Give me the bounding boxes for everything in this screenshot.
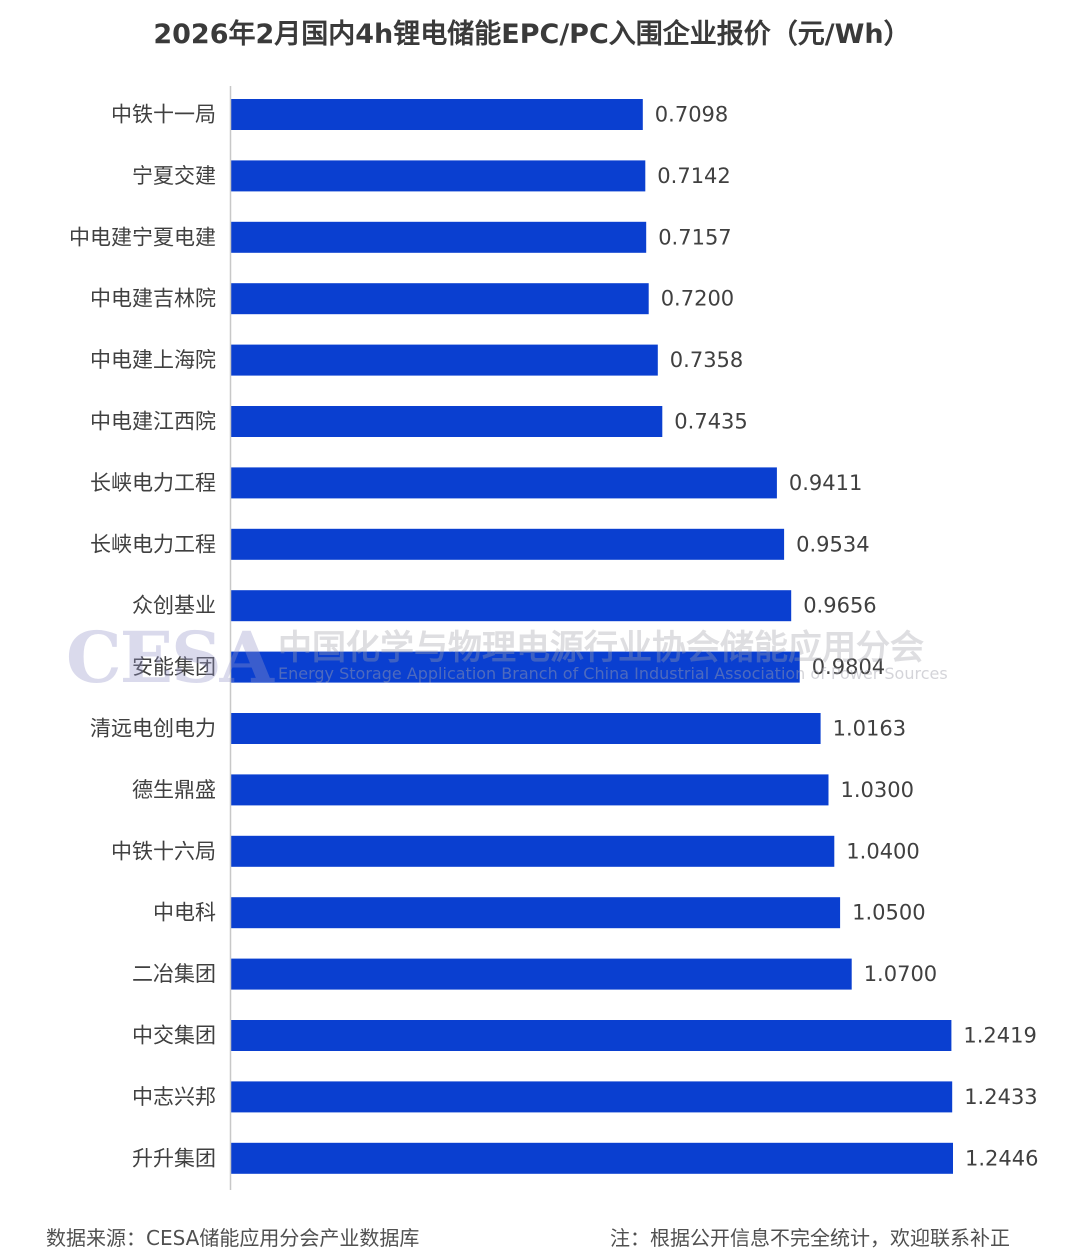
category-label: 二冶集团 [132,962,216,986]
chart-title: 2026年2月国内4h锂电储能EPC/PC入围企业报价（元/Wh） [153,19,911,50]
data-label: 1.0400 [846,839,919,863]
data-label: 0.9534 [796,532,869,556]
category-label: 中电建宁夏电建 [69,225,216,249]
bar [231,651,800,683]
footer-note: 注：根据公开信息不完全统计，欢迎联系补正 [610,1226,1010,1250]
bar [231,283,649,315]
category-label: 中铁十一局 [111,103,216,127]
bar [231,713,821,744]
category-label: 德生鼎盛 [132,778,216,802]
footer-source: 数据来源：CESA储能应用分会产业数据库 [46,1226,420,1250]
data-label: 1.2433 [964,1085,1037,1109]
category-label: 清远电创电力 [90,717,216,741]
category-label: 中交集团 [132,1024,216,1048]
data-label: 0.7157 [658,225,731,249]
data-label: 1.2446 [965,1146,1038,1170]
data-label: 1.0300 [841,778,914,802]
data-label: 0.7358 [670,348,743,372]
bar [231,221,647,253]
bar [231,1142,953,1174]
bar [231,406,663,437]
bar [231,1020,952,1051]
bar [231,897,841,929]
bar [231,1081,953,1113]
bar [231,344,658,376]
bar [231,160,646,192]
category-label: 宁夏交建 [132,164,216,188]
bar [231,590,792,622]
data-label: 0.9804 [812,655,885,679]
category-label: 中志兴邦 [132,1085,216,1109]
bars-layer: 中铁十一局 0.7098 宁夏交建 0.7142 中电建宁夏电建 0.7157 中电建吉林院… [69,99,1038,1174]
bar [231,835,835,867]
category-label: 长峡电力工程 [90,532,216,556]
data-label: 0.7142 [657,164,730,188]
category-label: 安能集团 [132,655,216,679]
data-label: 0.7098 [655,103,728,127]
category-label: 中电建江西院 [90,410,216,434]
data-label: 1.0700 [864,962,937,986]
data-label: 0.9411 [789,471,862,495]
category-label: 长峡电力工程 [90,471,216,495]
category-label: 升升集团 [132,1146,216,1170]
category-label: 中电科 [153,901,216,925]
category-label: 中电建吉林院 [90,287,216,311]
category-label: 中铁十六局 [111,839,216,863]
category-label: 中电建上海院 [90,348,216,372]
data-label: 0.9656 [803,594,876,618]
category-label: 众创基业 [132,594,216,618]
bar [231,99,643,130]
data-label: 0.7435 [674,410,747,434]
data-label: 1.0500 [852,901,925,925]
data-label: 1.0163 [833,717,906,741]
bar [231,467,777,499]
data-label: 1.2419 [963,1024,1036,1048]
data-label: 0.7200 [661,287,734,311]
bar [231,958,852,990]
bar [231,774,829,806]
bar [231,528,785,560]
